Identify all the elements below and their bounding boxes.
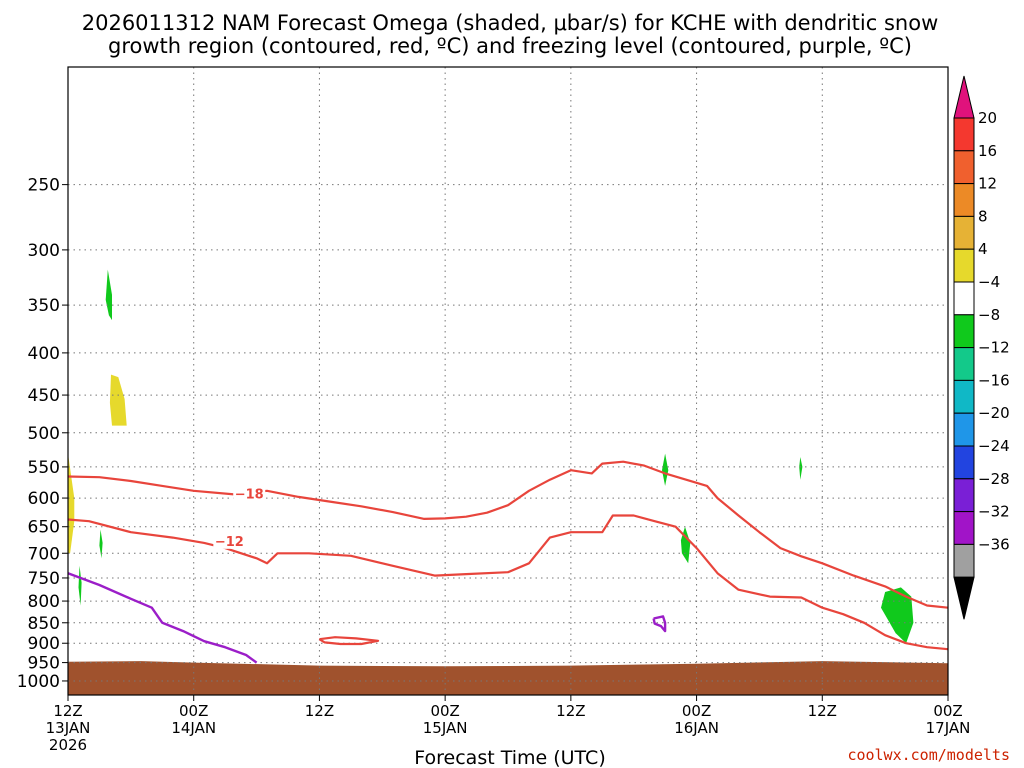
x-tick-label: 12Z [53,702,82,720]
x-axis-label: Forecast Time (UTC) [414,747,605,768]
colorbar-tick-label: −4 [978,273,1000,291]
colorbar-swatch [953,314,975,349]
y-tick-label: 900 [28,634,60,654]
colorbar-swatch [953,412,975,447]
plot-background [68,67,948,695]
contour-label-background [213,532,246,549]
y-tick-label: 600 [28,489,60,509]
colorbar-tick-label: −12 [978,339,1010,357]
colorbar-tick-label: −8 [978,306,1000,324]
y-tick-label: 700 [28,544,60,564]
y-tick-label: 550 [28,458,60,478]
colorbar-tick-label: 16 [978,142,997,160]
freezing-level-contour-line [652,615,667,633]
colorbar-tick-label: −32 [978,503,1010,521]
contour-label: −18 [235,487,264,502]
x-tick-label: 14JAN [171,719,216,737]
colorbar-tick-label: 4 [978,240,988,258]
colorbar-swatch [953,117,975,152]
omega-area [68,453,75,554]
x-tick-label: 2026 [49,736,87,754]
y-tick-label: 750 [28,569,60,589]
colorbar-bottom-arrow [953,576,975,620]
x-tick-label: 00Z [430,702,459,720]
x-tick-label: 16JAN [674,719,719,737]
chart-title-line-2: growth region (contoured, red, ºC) and f… [108,34,912,58]
colorbar-tick-label: 20 [978,109,997,127]
colorbar-top-arrow [953,75,975,119]
colorbar-swatch [953,150,975,185]
colorbar-swatch [953,478,975,513]
colorbar-tick-label: −36 [978,535,1010,553]
freezing-level-contour-line [67,572,258,664]
contour-label-background [233,485,266,502]
x-tick-label: 00Z [682,702,711,720]
colorbar-swatch [953,183,975,217]
y-tick-label: 950 [28,654,60,674]
x-tick-label: 00Z [179,702,208,720]
colorbar-tick-label: 8 [978,207,988,225]
colorbar: 20 16 12 8 4 −4 −8 −12 −16 −20 −24 −28 −32 −36 [953,75,1010,620]
omega-area [99,529,103,559]
colorbar-swatch [953,215,975,250]
x-tick-label: 12Z [808,702,837,720]
x-tick-label: 15JAN [423,719,468,737]
x-tick-label: 00Z [933,702,962,720]
y-axis-ticks: 2503003504004505005506006507007508008509… [17,176,68,692]
y-tick-label: 400 [28,344,60,364]
omega-area [799,457,803,480]
grid-layer [68,67,948,695]
omega-area [662,453,669,486]
y-tick-label: 300 [28,241,60,261]
colorbar-tick-label: −28 [978,470,1010,488]
omega-area [78,565,82,606]
colorbar-tick-label: −20 [978,404,1010,422]
omega-area [109,374,127,426]
colorbar-tick-label: −24 [978,437,1010,455]
y-tick-label: 1000 [17,672,60,692]
colorbar-swatch [953,445,975,480]
x-tick-label: 12Z [305,702,334,720]
y-tick-label: 800 [28,592,60,612]
credit-text: coolwx.com/modelts [847,746,1010,764]
colorbar-swatch [953,379,975,414]
colorbar-swatch [953,347,975,381]
y-tick-label: 250 [28,176,60,196]
colorbar-swatch [953,248,975,283]
omega-area [105,269,112,321]
chart-title-line-1: 2026011312 NAM Forecast Omega (shaded, μ… [82,11,939,35]
contour-layer: −18 −12 [67,460,949,664]
x-tick-label: 12Z [556,702,585,720]
y-tick-label: 500 [28,424,60,444]
dendritic-contour-line [318,636,380,646]
y-tick-label: 850 [28,614,60,634]
colorbar-tick-label: 12 [978,175,997,193]
colorbar-tick-label: −16 [978,371,1010,389]
y-tick-label: 650 [28,518,60,538]
colorbar-swatch [953,543,975,578]
contour-label: −12 [215,535,244,550]
x-tick-label: 17JAN [926,719,971,737]
plot-frame [67,66,949,696]
plot-area: −18 −12 [67,66,949,696]
y-tick-label: 450 [28,386,60,406]
dendritic-contour-line [67,514,949,651]
dendritic-contour-line [67,460,949,609]
y-tick-label: 350 [28,296,60,316]
x-tick-label: 13JAN [46,719,91,737]
colorbar-swatch [953,511,975,545]
colorbar-swatch [953,281,975,316]
below-ground-fill [68,661,948,695]
